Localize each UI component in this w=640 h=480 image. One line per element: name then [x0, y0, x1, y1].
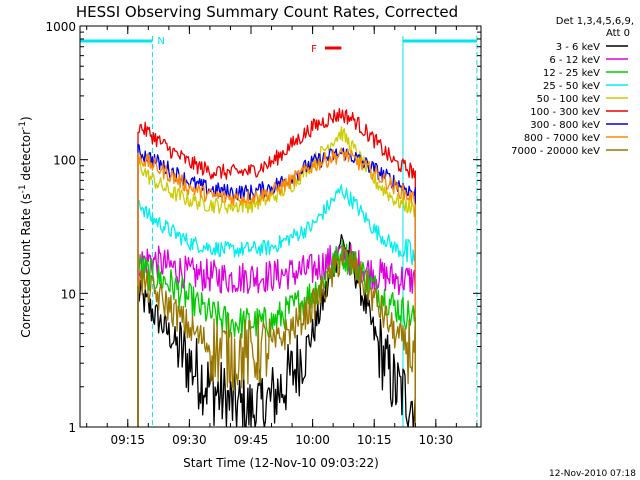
night-marker-label: N [157, 36, 164, 47]
x-tick-label: 10:30 [419, 433, 454, 447]
axis-ticks: 09:15 09:30 09:45 10:00 10:15 10:30 1 10 100 1000 [45, 20, 481, 447]
annotations-layer: NF [80, 36, 478, 427]
legend: Det 1,3,4,5,6,9,Att 0 3 - 6 keV 6 - 12 keV… [511, 16, 634, 157]
legend-label: 100 - 300 keV [530, 107, 600, 118]
y-tick-label: 1 [68, 421, 76, 435]
y-axis-label: Corrected Count Rate (s-1 detector-1) [18, 116, 33, 337]
legend-label: 300 - 800 keV [530, 120, 600, 131]
y-tick-label: 1000 [45, 20, 76, 34]
series-layer [137, 107, 416, 427]
x-tick-label: 10:00 [295, 433, 330, 447]
series-line-6 [137, 107, 416, 427]
series-line-8 [137, 147, 416, 427]
x-tick-label: 09:45 [234, 433, 269, 447]
flare-marker-label: F [311, 44, 317, 55]
legend-header: Att 0 [606, 28, 630, 39]
x-tick-label: 10:15 [357, 433, 392, 447]
legend-header: Det 1,3,4,5,6,9, [556, 16, 634, 27]
x-axis-label: Start Time (12-Nov-10 09:03:22) [183, 456, 379, 470]
y-tick-label: 10 [61, 287, 76, 301]
footer-date: 12-Nov-2010 07:18 [549, 469, 636, 479]
plot-frame [79, 25, 482, 428]
y-tick-label: 100 [53, 154, 76, 168]
x-tick-label: 09:30 [172, 433, 207, 447]
series-line-7 [137, 143, 416, 427]
legend-label: 6 - 12 keV [549, 55, 600, 66]
series-line-4 [137, 184, 416, 427]
legend-label: 12 - 25 keV [543, 68, 600, 79]
legend-label: 3 - 6 keV [556, 42, 600, 53]
series-line-1 [137, 234, 416, 427]
legend-label: 50 - 100 keV [537, 94, 601, 105]
legend-label: 7000 - 20000 keV [511, 146, 600, 157]
chart-title: HESSI Observing Summary Count Rates, Cor… [76, 3, 458, 21]
x-tick-label: 09:15 [110, 433, 145, 447]
legend-label: 25 - 50 keV [543, 81, 600, 92]
series-line-9 [137, 246, 416, 427]
legend-label: 800 - 7000 keV [524, 133, 600, 144]
